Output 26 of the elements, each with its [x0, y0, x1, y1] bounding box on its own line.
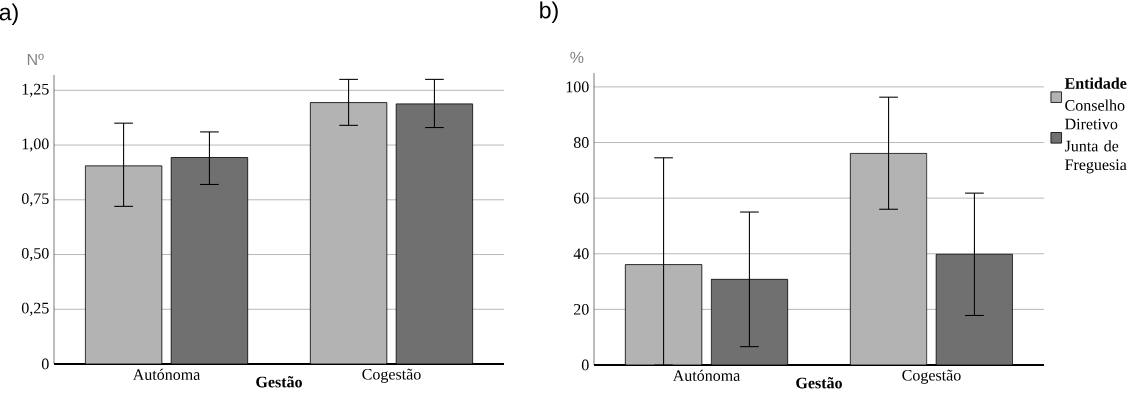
x-tick-label: Autónoma [672, 369, 741, 381]
y-tick-label: 0,25 [21, 302, 49, 316]
bar [849, 152, 928, 365]
x-tick-label: Cogestão [362, 368, 421, 383]
x-tick-label: Cogestão [902, 369, 961, 384]
y-tick-label: 40 [573, 248, 589, 260]
y-tick-label: 20 [574, 303, 589, 315]
chart-title: b) [540, 1, 558, 23]
legend-label: Conselho Diretivo [1065, 99, 1125, 130]
legend-title: Entidade [1064, 77, 1127, 89]
y-axis-title: Nº [27, 53, 44, 65]
y-tick-label: 0 [41, 358, 49, 370]
y-tick-label: 100 [566, 81, 589, 93]
y-tick-label: 60 [573, 192, 589, 204]
y-tick-label: 0,50 [21, 247, 49, 262]
y-tick-label: 1,00 [22, 138, 49, 152]
legend-label: Junta de Freguesia [1064, 140, 1127, 174]
y-tick-label: 1,25 [22, 83, 49, 97]
x-axis-title: Gestão [256, 376, 302, 388]
x-axis-title: Gestão [796, 377, 842, 389]
y-tick-label: 80 [573, 137, 589, 148]
x-tick-label: Autónoma [132, 368, 201, 380]
y-tick-label: 0 [581, 359, 589, 371]
chart-title: a) [0, 3, 18, 25]
y-tick-label: 0,75 [21, 193, 49, 207]
y-axis-title: % [570, 51, 584, 63]
